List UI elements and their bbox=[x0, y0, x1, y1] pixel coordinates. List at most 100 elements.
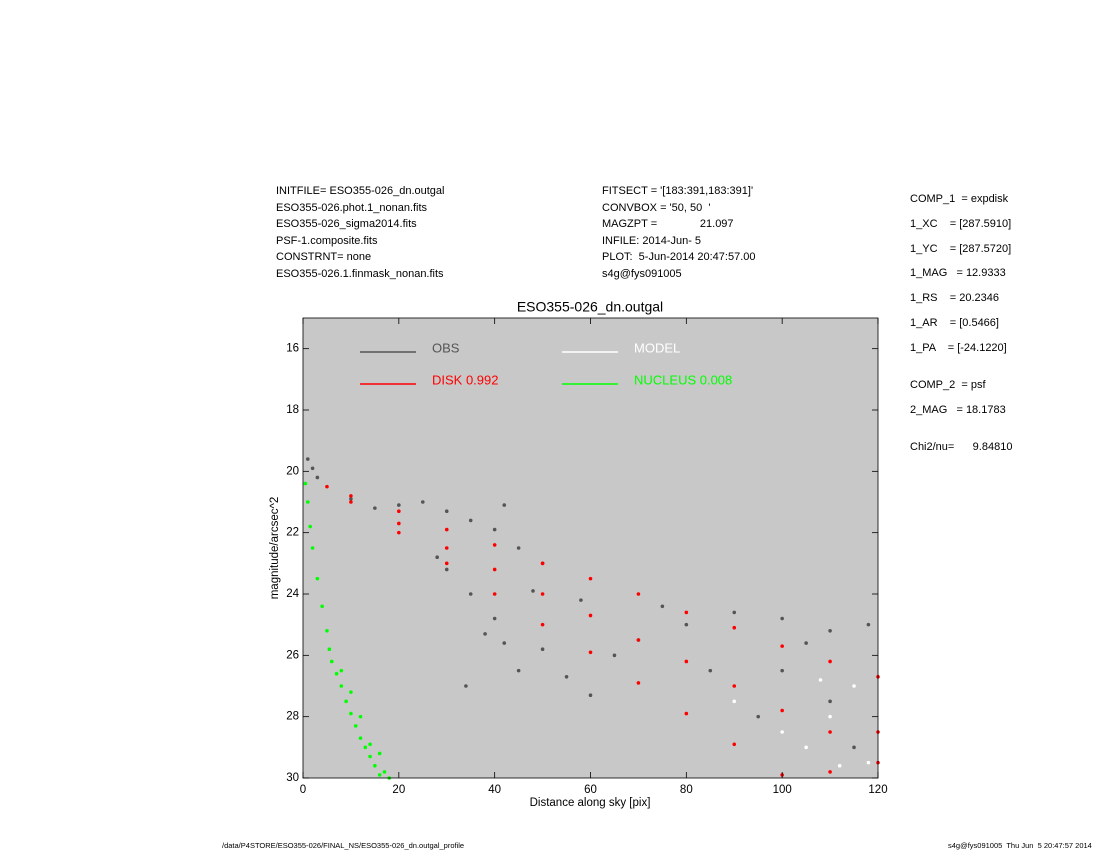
data-point bbox=[308, 524, 312, 529]
data-point bbox=[780, 616, 784, 621]
data-point bbox=[339, 684, 344, 688]
data-point bbox=[305, 457, 310, 461]
data-point bbox=[828, 699, 832, 704]
fit-parameter: 1_MAG = 12.9333 bbox=[910, 267, 1006, 279]
data-point bbox=[780, 668, 784, 673]
x-tick-label: 100 bbox=[773, 784, 792, 796]
x-tick-label: 20 bbox=[392, 784, 405, 796]
data-point bbox=[329, 659, 334, 664]
data-point bbox=[492, 543, 497, 547]
legend-label: OBS bbox=[432, 340, 460, 355]
data-point bbox=[397, 530, 401, 535]
fit-parameter: 2_MAG = 18.1783 bbox=[910, 404, 1006, 416]
data-point bbox=[444, 546, 449, 550]
data-point bbox=[397, 521, 401, 526]
footer-stamp: s4g@fys091005 Thu Jun 5 20:47:57 2014 bbox=[948, 841, 1092, 850]
data-point bbox=[804, 641, 808, 645]
info-line: ESO355-026.phot.1_nonan.fits bbox=[276, 201, 428, 214]
data-point bbox=[377, 751, 382, 756]
data-point bbox=[320, 604, 324, 609]
info-line: PSF-1.composite.fits bbox=[276, 234, 378, 247]
data-point bbox=[804, 745, 808, 750]
data-point bbox=[540, 561, 545, 566]
data-point bbox=[828, 659, 832, 664]
x-tick-label: 120 bbox=[868, 784, 887, 796]
data-point bbox=[349, 690, 353, 694]
data-point bbox=[828, 629, 832, 633]
data-point bbox=[588, 650, 593, 655]
y-tick-label: 26 bbox=[286, 649, 299, 661]
data-point bbox=[540, 647, 545, 651]
data-point bbox=[732, 699, 737, 704]
data-point bbox=[756, 714, 761, 719]
fit-parameter: COMP_1 = expdisk bbox=[910, 193, 1009, 205]
data-point bbox=[540, 592, 545, 596]
data-point bbox=[483, 632, 487, 636]
info-line: ESO355-026_sigma2014.fits bbox=[276, 218, 417, 230]
fit-parameter: 1_PA = [-24.1220] bbox=[910, 342, 1007, 354]
data-point bbox=[837, 763, 842, 768]
data-point bbox=[828, 770, 832, 774]
data-point bbox=[444, 561, 449, 566]
info-line: CONVBOX = '50, 50 ' bbox=[602, 201, 711, 214]
data-point bbox=[368, 742, 372, 747]
data-point bbox=[780, 730, 784, 734]
data-point bbox=[368, 754, 372, 759]
y-tick-label: 30 bbox=[286, 772, 299, 784]
data-point bbox=[684, 622, 689, 627]
data-point bbox=[468, 592, 473, 596]
data-point bbox=[780, 644, 784, 648]
data-point bbox=[377, 773, 382, 777]
y-tick-label: 24 bbox=[286, 588, 299, 600]
data-point bbox=[866, 622, 871, 627]
data-point bbox=[492, 616, 497, 621]
data-point bbox=[492, 567, 497, 572]
data-point bbox=[315, 576, 320, 581]
fit-parameter: 1_AR = [0.5466] bbox=[910, 317, 999, 329]
data-point bbox=[852, 745, 856, 750]
data-point bbox=[684, 659, 689, 664]
y-tick-label: 18 bbox=[286, 404, 299, 416]
data-point bbox=[588, 693, 593, 697]
data-point bbox=[588, 613, 593, 618]
data-point bbox=[708, 668, 713, 673]
fit-parameter: COMP_2 = psf bbox=[910, 379, 986, 391]
data-point bbox=[531, 589, 535, 593]
data-point bbox=[349, 711, 353, 716]
data-point bbox=[303, 481, 308, 486]
data-point bbox=[636, 638, 641, 642]
data-point bbox=[363, 745, 368, 750]
data-point bbox=[780, 708, 784, 713]
data-point bbox=[420, 500, 425, 504]
data-point bbox=[828, 730, 832, 734]
info-line: PLOT: 5-Jun-2014 20:47:57.00 bbox=[602, 251, 756, 263]
data-point bbox=[358, 714, 363, 719]
info-line: ESO355-026.1.finmask_nonan.fits bbox=[276, 267, 444, 280]
data-point bbox=[852, 684, 856, 688]
data-point bbox=[818, 678, 823, 682]
data-point bbox=[732, 684, 737, 688]
data-point bbox=[397, 503, 401, 507]
data-point bbox=[564, 675, 569, 679]
data-point bbox=[397, 509, 401, 513]
data-point bbox=[339, 668, 344, 673]
y-axis-label: magnitude/arcsec^2 bbox=[269, 497, 281, 600]
data-point bbox=[358, 736, 363, 740]
data-point bbox=[325, 629, 329, 633]
data-point bbox=[828, 714, 832, 719]
info-line: CONSTRNT= none bbox=[276, 251, 372, 263]
data-point bbox=[492, 527, 497, 532]
fit-parameter: 1_YC = [287.5720] bbox=[910, 243, 1012, 255]
data-point bbox=[327, 647, 332, 651]
info-line: INITFILE= ESO355-026_dn.outgal bbox=[276, 185, 445, 197]
y-tick-label: 22 bbox=[286, 527, 299, 539]
data-point bbox=[310, 466, 315, 471]
data-point bbox=[344, 699, 348, 704]
data-point bbox=[444, 567, 449, 572]
data-point bbox=[660, 604, 665, 609]
data-point bbox=[444, 509, 449, 513]
data-point bbox=[502, 503, 507, 507]
x-tick-label: 0 bbox=[300, 784, 306, 796]
data-point bbox=[612, 653, 617, 658]
